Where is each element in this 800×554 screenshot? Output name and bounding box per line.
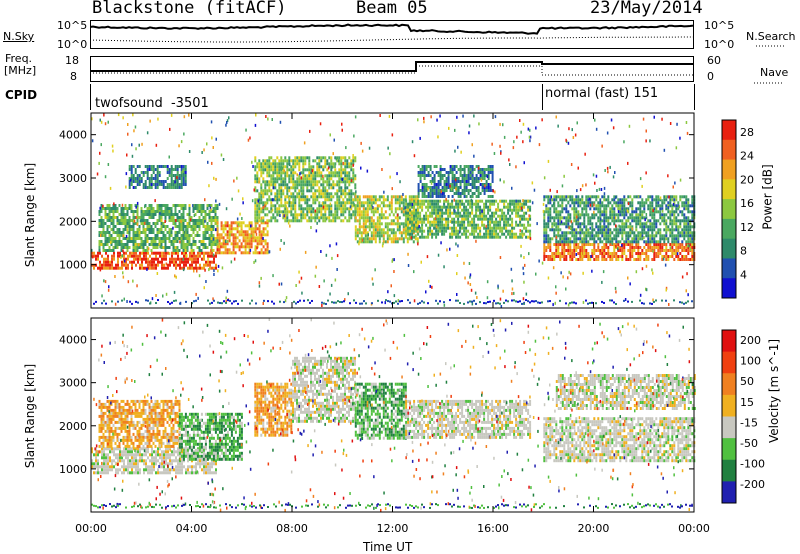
colorbar-segment [722,459,736,482]
colorbar-segment [722,330,736,353]
colorbar-segment [722,120,736,141]
velocity-ylabel: Slant Range [km] [23,363,38,469]
power-colorbar-tick: 20 [740,173,754,186]
beam-title: Beam 05 [356,0,428,18]
power-colorbar-label: Power [dB] [760,164,775,230]
colorbar-segment [722,394,736,417]
colorbar-segment [722,199,736,220]
x-tick-label: 00:00 [75,522,107,535]
x-axis-label: Time UT [363,540,413,554]
colorbar-segment [722,159,736,180]
colorbar-segment [722,238,736,259]
colorbar-segment [722,373,736,396]
freq-nave-panel [90,56,694,82]
nsearch-label: N.Search [746,30,796,43]
echo-band-0 [91,251,217,270]
power-colorbar-tick: 12 [740,221,754,234]
velocity-colorbar-tick: 200 [740,334,761,347]
cpid-divider [542,84,543,110]
scatter-noise [91,318,694,512]
colorbar-segment [722,438,736,461]
nsky-label: N.Sky [3,30,35,43]
velocity-colorbar-tick: 50 [740,375,754,388]
x-tick-label: 08:00 [276,522,308,535]
velocity-colorbar-tick: 15 [740,396,754,409]
colorbar-velocity [721,329,737,504]
power-colorbar-tick: 4 [740,268,747,281]
freq-label: Freq. [5,52,33,65]
freq-tick-top: 18 [65,54,79,67]
colorbar-segment [722,258,736,279]
date-title: 23/May/2014 [590,0,703,18]
y-tick-label: 3000 [59,172,87,185]
nsearch-tick-top: 10^5 [704,19,735,32]
colorbar-segment [722,218,736,240]
scatter-noise [91,113,693,308]
nave-tick-bottom: 0 [707,70,714,83]
nsky-tick-top: 10^5 [57,19,88,32]
cpid-label: CPID [5,88,38,102]
velocity-colorbar-tick: -200 [740,478,765,491]
x-tick-label: 16:00 [477,522,509,535]
nave-label: Nave [760,66,789,79]
y-tick-label: 1000 [59,463,87,476]
nsky-tick-bottom: 10^0 [57,38,88,51]
colorbar-segment [722,278,736,299]
colorbar-segment [722,481,736,504]
echo-band-8 [543,243,696,261]
echo-band-8 [555,374,696,410]
power-colorbar-tick: 16 [740,197,754,210]
freq-unit-label: [MHz] [4,64,37,77]
x-tick-label: 04:00 [176,522,208,535]
heatmap-panel-velocity: 1000 2000 3000 4000 [59,317,696,513]
colorbar-segment [722,416,736,439]
x-tick-label: 12:00 [377,522,409,535]
cpid-segment-1: twofsound -3501 [95,96,209,111]
heatmap-panel-power: 1000 2000 3000 4000 [59,112,696,309]
velocity-colorbar-tick: -50 [740,437,758,450]
cpid-segment-2: normal (fast) 151 [545,86,659,101]
power-colorbar-tick: 24 [740,150,754,163]
y-tick-label: 4000 [59,129,87,142]
echo-band-6 [405,399,532,439]
velocity-colorbar-tick: -15 [740,416,758,429]
echo-band-1 [98,399,181,448]
echo-band-4 [254,156,357,223]
echo-band-1 [98,204,219,252]
echo-band-6 [405,199,532,239]
echo-band-9 [543,195,696,244]
nsky-panel [90,20,694,49]
cpid-panel [90,84,695,110]
echo-band-3 [216,221,269,255]
colorbar-power [721,119,737,299]
y-tick-label: 1000 [59,259,87,272]
y-tick-label: 4000 [59,334,87,347]
nsearch-tick-bottom: 10^0 [704,38,735,51]
x-tick-label: 00:00 [678,522,710,535]
y-tick-label: 2000 [59,420,87,433]
nave-tick-top: 60 [707,54,721,67]
colorbar-segment [722,139,736,161]
station-title: Blackstone (fitACF) [92,0,287,18]
power-colorbar-tick: 8 [740,245,747,258]
power-colorbar-tick: 28 [740,126,754,139]
colorbar-segment [722,179,736,200]
colorbar-segment [722,351,736,374]
y-tick-label: 3000 [59,377,87,390]
velocity-colorbar-tick: -100 [740,458,765,471]
freq-tick-bottom: 8 [70,70,77,83]
y-tick-label: 2000 [59,215,87,228]
velocity-colorbar-label: Velocity [m s^-1] [767,338,782,444]
velocity-colorbar-tick: 100 [740,355,761,368]
x-tick-label: 20:00 [578,522,610,535]
echo-band-2 [178,412,243,461]
